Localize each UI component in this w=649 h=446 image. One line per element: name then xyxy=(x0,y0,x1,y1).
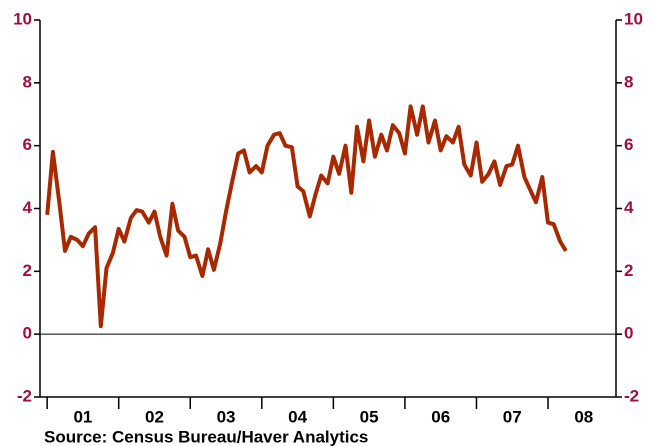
y-tick-label: -2 xyxy=(17,386,32,405)
y2-tick-label: 0 xyxy=(624,324,633,343)
y2-tick-label: 6 xyxy=(624,135,633,154)
y-tick-label: 0 xyxy=(23,324,32,343)
x-tick-label: 05 xyxy=(360,407,379,426)
x-tick-label: 07 xyxy=(503,407,522,426)
y-tick-label: 2 xyxy=(23,261,32,280)
x-tick-label: 04 xyxy=(288,407,307,426)
x-tick-label: 08 xyxy=(574,407,593,426)
y2-tick-label: -2 xyxy=(624,386,639,405)
source-note: Source: Census Bureau/Haver Analytics xyxy=(44,427,368,446)
y2-tick-label: 4 xyxy=(624,198,634,217)
x-tick-label: 03 xyxy=(217,407,236,426)
y2-tick-label: 10 xyxy=(624,9,643,28)
y-tick-label: 4 xyxy=(23,198,33,217)
x-tick-label: 02 xyxy=(145,407,164,426)
y2-tick-label: 2 xyxy=(624,261,633,280)
y-tick-label: 10 xyxy=(13,9,32,28)
x-tick-label: 01 xyxy=(73,407,92,426)
y-tick-label: 6 xyxy=(23,135,32,154)
x-tick-label: 06 xyxy=(431,407,450,426)
y-tick-label: 8 xyxy=(23,72,32,91)
data-line xyxy=(45,104,568,329)
y2-tick-label: 8 xyxy=(624,72,633,91)
